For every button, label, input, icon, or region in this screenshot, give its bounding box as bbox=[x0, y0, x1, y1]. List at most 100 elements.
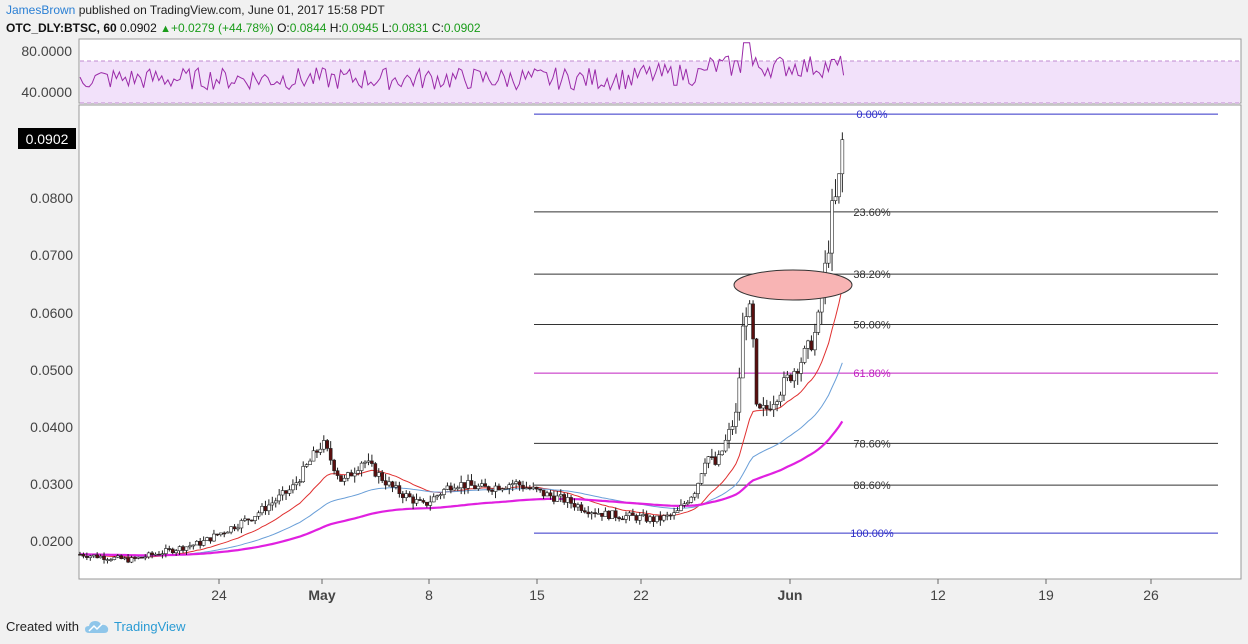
candle bbox=[548, 492, 553, 497]
candle bbox=[754, 338, 759, 405]
time-tick: May bbox=[308, 587, 335, 603]
time-tick: 22 bbox=[633, 587, 649, 603]
candle bbox=[490, 489, 494, 492]
candle bbox=[370, 460, 374, 464]
candle bbox=[105, 559, 110, 561]
candle bbox=[679, 505, 683, 511]
candle bbox=[473, 485, 477, 490]
candle bbox=[771, 404, 776, 411]
candle bbox=[483, 483, 488, 487]
candle bbox=[253, 516, 257, 521]
candle bbox=[747, 303, 752, 317]
candle bbox=[521, 484, 525, 489]
candle bbox=[641, 514, 645, 516]
candle bbox=[631, 512, 635, 516]
candle bbox=[442, 489, 446, 495]
candle bbox=[624, 515, 628, 520]
candle bbox=[713, 456, 718, 465]
time-tick: 26 bbox=[1143, 587, 1159, 603]
candle bbox=[830, 200, 834, 254]
candle bbox=[658, 515, 663, 521]
candle bbox=[455, 487, 460, 490]
candle bbox=[428, 501, 433, 506]
price-change: +0.0279 (+44.78%) bbox=[170, 21, 274, 35]
candle bbox=[284, 490, 288, 494]
candle bbox=[795, 371, 800, 374]
candle bbox=[531, 486, 536, 490]
time-axis: 24 May 8 15 22 Jun 12 19 26 bbox=[211, 579, 1159, 603]
candle bbox=[421, 500, 426, 503]
candle bbox=[541, 489, 546, 497]
tradingview-brand: TradingView bbox=[113, 619, 186, 634]
candle bbox=[778, 394, 783, 403]
candle bbox=[716, 454, 721, 465]
candle bbox=[325, 440, 330, 449]
rsi-tick-40: 40.0000 bbox=[21, 84, 72, 100]
candle bbox=[692, 493, 697, 498]
candle bbox=[229, 526, 233, 533]
candle bbox=[764, 405, 769, 410]
fib-label: 50.00% bbox=[853, 319, 891, 331]
candle bbox=[572, 503, 577, 508]
candle bbox=[418, 499, 422, 501]
candle bbox=[91, 554, 96, 557]
candle bbox=[761, 405, 766, 409]
candle bbox=[686, 502, 690, 505]
main-panel bbox=[78, 104, 1242, 580]
price-tick: 0.0800 bbox=[30, 190, 73, 206]
candle bbox=[569, 497, 573, 504]
candle bbox=[651, 516, 656, 522]
candle bbox=[768, 408, 773, 411]
candle bbox=[291, 484, 295, 491]
candle bbox=[562, 494, 566, 503]
candle bbox=[246, 518, 251, 521]
candle bbox=[119, 555, 124, 559]
candle bbox=[397, 485, 402, 494]
candle bbox=[146, 552, 151, 558]
time-tick: 19 bbox=[1038, 587, 1054, 603]
candle bbox=[267, 504, 271, 512]
publish-line: JamesBrown published on TradingView.com,… bbox=[6, 3, 385, 17]
candle bbox=[383, 480, 388, 486]
candle bbox=[201, 540, 206, 546]
price-tick: 0.0200 bbox=[30, 533, 73, 549]
candle bbox=[730, 426, 735, 430]
candle bbox=[225, 531, 230, 534]
candle bbox=[813, 332, 817, 351]
candle bbox=[349, 472, 354, 477]
candle bbox=[287, 489, 292, 494]
candle bbox=[634, 515, 639, 521]
candle bbox=[390, 481, 395, 488]
candle bbox=[366, 460, 371, 463]
price-tick: 0.0400 bbox=[30, 419, 73, 435]
candle bbox=[208, 537, 213, 542]
close-label: C: bbox=[431, 21, 444, 35]
fib-label: 88.60% bbox=[853, 480, 891, 492]
candle bbox=[740, 325, 745, 379]
candle bbox=[112, 556, 117, 560]
tradingview-link[interactable]: TradingView bbox=[84, 619, 186, 634]
author-link[interactable]: JamesBrown bbox=[6, 3, 76, 17]
candle bbox=[596, 512, 601, 515]
candle bbox=[425, 501, 429, 506]
candle bbox=[249, 519, 254, 522]
candle bbox=[88, 555, 93, 558]
candle bbox=[85, 555, 89, 558]
candle bbox=[775, 401, 779, 405]
candle bbox=[837, 173, 841, 198]
candle bbox=[782, 377, 786, 396]
candle bbox=[459, 482, 463, 489]
candle bbox=[661, 515, 666, 521]
candle bbox=[95, 554, 99, 559]
candle bbox=[613, 510, 618, 518]
cloud-icon bbox=[84, 620, 109, 633]
candle bbox=[617, 517, 621, 520]
fib-label: 100.00% bbox=[850, 528, 894, 540]
time-tick: Jun bbox=[778, 587, 803, 603]
fib-label: 23.60% bbox=[853, 207, 891, 219]
candle bbox=[476, 485, 481, 490]
candle bbox=[352, 472, 357, 477]
candle bbox=[510, 483, 515, 485]
price-axis: 0.0800 0.0700 0.0600 0.0500 0.0400 0.030… bbox=[30, 190, 73, 549]
